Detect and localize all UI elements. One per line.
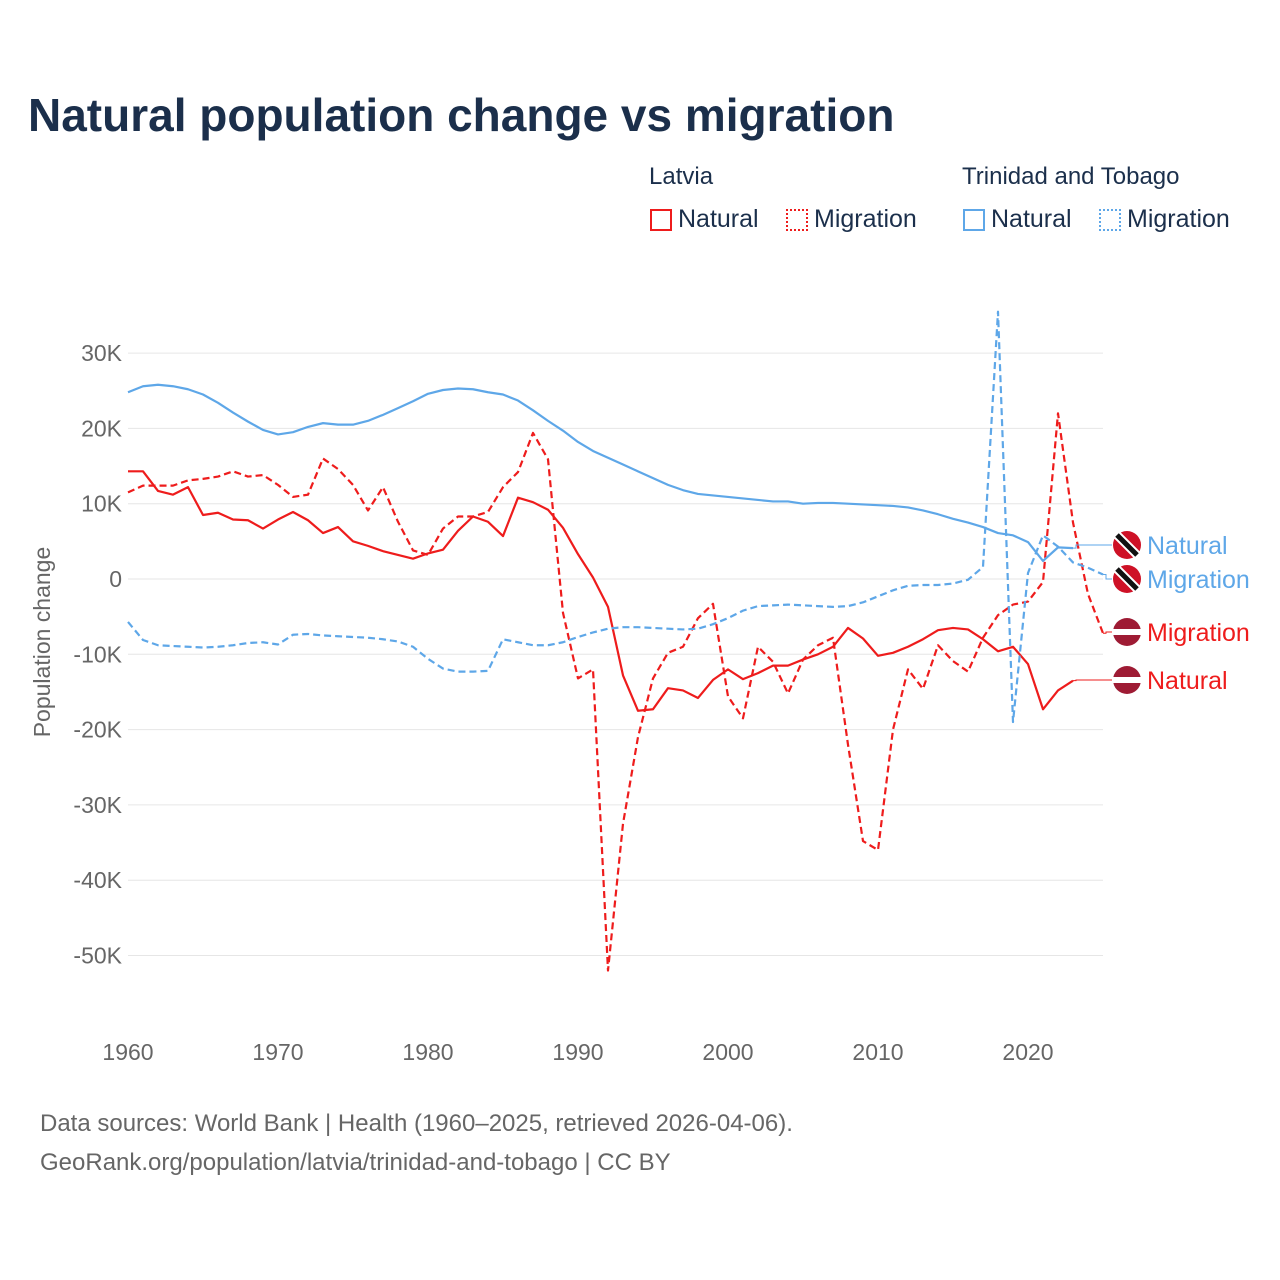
flag-stripe: [1113, 629, 1141, 635]
y-tick-label: 20K: [81, 415, 123, 441]
latvia-flag-icon: [1113, 618, 1141, 646]
flag-stripe-black: [1115, 567, 1139, 591]
y-axis-label: Population change: [29, 547, 55, 738]
y-tick-label: 30K: [81, 340, 123, 366]
legend-label: Migration: [1127, 205, 1230, 233]
label-connector: [1073, 544, 1112, 549]
x-tick-label: 2020: [1002, 1039, 1053, 1065]
end-label: Natural: [1147, 667, 1228, 695]
x-tick-label: 2010: [852, 1039, 903, 1065]
series-line-latvia-migration: [127, 412, 1105, 972]
y-tick-label: -20K: [73, 717, 122, 743]
label-connector: [1103, 631, 1112, 634]
end-label: Natural: [1147, 532, 1228, 560]
series-line-trinidad-and-tobago-migration: [127, 310, 1104, 724]
series-line-latvia-natural: [128, 470, 1074, 712]
y-tick-label: 0: [109, 566, 122, 592]
y-tick-label: -40K: [73, 867, 122, 893]
line-chart: 30K 20K 10K 0 -10K -20K -30K -40K -50K 1960 1970 19…: [29, 310, 1250, 1065]
legend-label: Migration: [814, 205, 917, 233]
legend-swatch-solid: [963, 208, 985, 231]
x-tick-label: 2000: [702, 1039, 753, 1065]
y-tick-label: -10K: [73, 641, 122, 667]
label-connector: [1103, 573, 1112, 580]
footer-link[interactable]: GeoRank.org/population/latvia/trinidad-a…: [40, 1149, 671, 1176]
legend-latvia-natural[interactable]: Natural: [650, 205, 759, 234]
y-tick-label: -30K: [73, 792, 122, 818]
legend-latvia-migration[interactable]: Migration: [786, 205, 917, 234]
footer-sources: Data sources: World Bank | Health (1960–…: [40, 1110, 793, 1137]
flag-stripe: [1113, 677, 1141, 683]
legend-label: Natural: [678, 205, 759, 233]
x-tick-label: 1980: [402, 1039, 453, 1065]
legend-group-latvia: Latvia: [649, 163, 714, 190]
legend-group-trinidad: Trinidad and Tobago: [962, 163, 1180, 190]
y-tick-label: -50K: [73, 943, 122, 969]
label-connector: [1073, 679, 1112, 682]
end-label: Migration: [1147, 566, 1250, 594]
legend-swatch-dotted: [1099, 208, 1121, 231]
x-tick-label: 1990: [552, 1039, 603, 1065]
legend-swatch-solid: [650, 208, 672, 231]
flag-stripe-black: [1115, 533, 1139, 557]
trinidad-and-tobago-flag-icon: [1113, 565, 1141, 593]
y-tick-label: 10K: [81, 491, 123, 517]
legend-trinidad-migration[interactable]: Migration: [1099, 205, 1230, 234]
legend-trinidad-natural[interactable]: Natural: [963, 205, 1072, 234]
series-line-trinidad-and-tobago-natural: [127, 383, 1074, 563]
x-tick-label: 1960: [102, 1039, 153, 1065]
legend-swatch-dotted: [786, 208, 808, 231]
trinidad-and-tobago-flag-icon: [1113, 531, 1141, 559]
latvia-flag-icon: [1113, 666, 1141, 694]
chart-title: Natural population change vs migration: [28, 89, 895, 141]
legend-label: Natural: [991, 205, 1072, 233]
end-label: Migration: [1147, 619, 1250, 647]
x-tick-label: 1970: [252, 1039, 303, 1065]
